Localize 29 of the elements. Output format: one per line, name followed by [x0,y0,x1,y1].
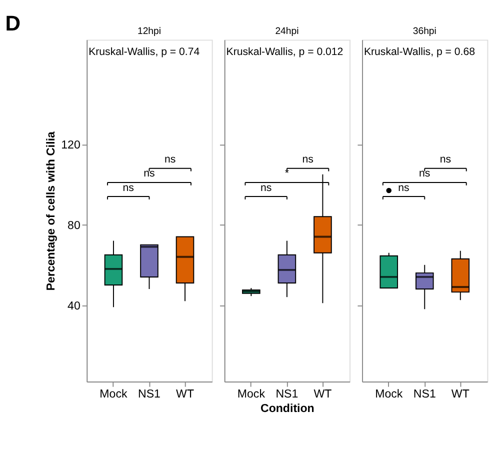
x-tick-label: WT [451,388,470,400]
annotation: ns [398,182,410,194]
annotation: ns [440,154,452,166]
annotation: Kruskal-Wallis, p = 0.68 [364,46,476,58]
chart-title: 12hpi [137,26,162,37]
x-tick-label: Mock [237,388,266,400]
annotation: ns [260,182,272,194]
annotation: ns [122,182,134,194]
annotation: ns [164,154,176,166]
x-axis-title: Condition [260,402,314,415]
y-axis-title: Percentage of cells with Cilia [45,130,58,291]
annotation: ns [144,168,155,180]
annotation: ns [419,168,430,180]
annotation: Kruskal-Wallis, p = 0.012 [226,46,344,58]
x-tick-label: WT [176,388,194,400]
x-tick-label: NS1 [413,388,436,400]
chart-title: 36hpi [412,26,436,37]
text: D [5,12,21,36]
y-tick-label: 120 [61,140,80,152]
annotation: Kruskal-Wallis, p = 0.74 [88,46,200,58]
chart-title: 24hpi [275,26,299,37]
x-tick-label: Mock [375,388,403,400]
x-tick-label: WT [314,388,332,400]
y-tick-label: 40 [68,300,80,312]
y-tick-label: 80 [68,220,80,232]
x-tick-label: NS1 [276,388,298,400]
annotation: ns [302,154,314,166]
x-tick-label: NS1 [138,388,160,400]
x-tick-label: Mock [100,388,128,400]
